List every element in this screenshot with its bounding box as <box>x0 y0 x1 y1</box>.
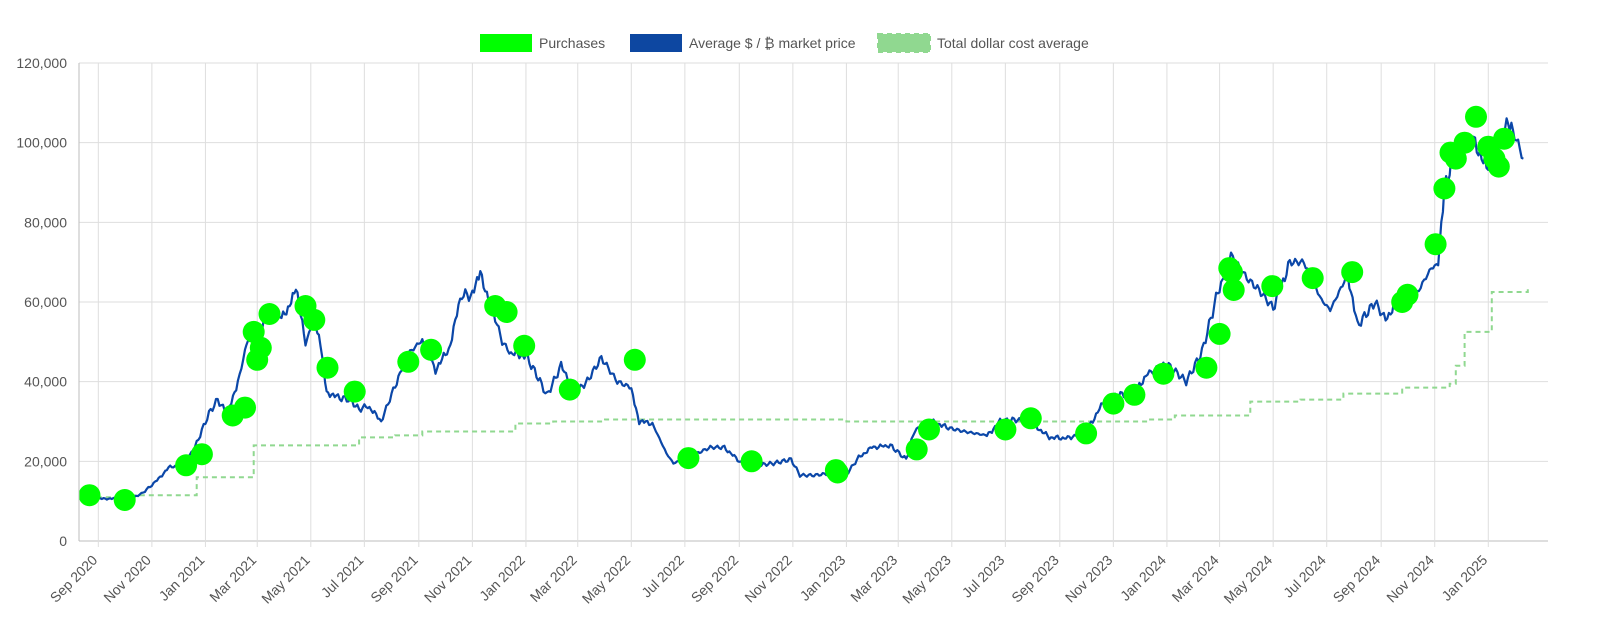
purchase-point[interactable] <box>175 454 198 477</box>
purchase-points <box>78 105 1516 511</box>
legend-swatch <box>877 33 931 53</box>
x-tick-label: May 2024 <box>1220 552 1275 607</box>
dca-line <box>87 288 1529 499</box>
x-tick-label: Jan 2025 <box>1438 552 1490 604</box>
purchase-point[interactable] <box>1396 283 1419 306</box>
y-tick-label: 40,000 <box>24 374 67 390</box>
x-tick-label: Mar 2021 <box>206 552 259 605</box>
purchase-point[interactable] <box>1301 267 1324 290</box>
purchase-point[interactable] <box>495 301 518 323</box>
x-tick-label: Mar 2022 <box>527 552 580 605</box>
purchase-point[interactable] <box>1075 422 1098 445</box>
purchase-point[interactable] <box>623 348 646 371</box>
x-tick-label: Sep 2022 <box>688 552 742 606</box>
purchase-point[interactable] <box>905 438 928 461</box>
purchase-point[interactable] <box>1019 407 1042 430</box>
purchase-point[interactable] <box>1261 275 1284 298</box>
purchase-point[interactable] <box>343 380 366 403</box>
purchase-point[interactable] <box>249 336 272 359</box>
purchase-point[interactable] <box>190 443 213 466</box>
x-tick-label: Nov 2020 <box>100 552 154 606</box>
purchase-point[interactable] <box>1424 233 1447 256</box>
x-tick-label: Nov 2024 <box>1383 552 1437 606</box>
y-tick-label: 80,000 <box>24 214 67 230</box>
x-tick-label: Jul 2021 <box>318 552 367 601</box>
x-tick-label: Jan 2022 <box>476 552 528 604</box>
x-tick-label: Mar 2024 <box>1169 552 1222 605</box>
legend-swatch <box>480 34 532 52</box>
purchase-point[interactable] <box>1102 392 1125 415</box>
purchase-point[interactable] <box>994 418 1017 441</box>
purchase-point[interactable] <box>113 489 136 511</box>
purchase-point[interactable] <box>234 396 256 419</box>
purchase-point[interactable] <box>826 461 849 484</box>
y-tick-label: 120,000 <box>16 55 67 71</box>
purchase-point[interactable] <box>1465 105 1487 128</box>
gridlines <box>79 62 1548 547</box>
x-tick-label: Jul 2023 <box>959 552 1008 601</box>
x-tick-label: Sep 2021 <box>367 552 421 606</box>
purchase-point[interactable] <box>1123 383 1146 406</box>
purchase-point[interactable] <box>740 450 763 473</box>
purchase-point[interactable] <box>1152 362 1175 385</box>
axes: 0 20,000 40,000 60,000 80,000 100,000 120,000 S… <box>16 55 1490 607</box>
x-tick-label: May 2021 <box>258 552 313 607</box>
purchase-point[interactable] <box>1487 155 1510 178</box>
legend-label: Average $ / ₿ market price <box>689 35 856 51</box>
purchase-point[interactable] <box>513 334 536 357</box>
x-tick-label: Nov 2023 <box>1062 552 1116 606</box>
legend-item[interactable]: Average $ / ₿ market price <box>630 34 856 52</box>
purchase-point[interactable] <box>1222 279 1245 301</box>
purchase-point[interactable] <box>1220 261 1243 284</box>
y-tick-label: 60,000 <box>24 294 67 310</box>
x-tick-label: Sep 2023 <box>1008 552 1062 606</box>
legend[interactable]: Purchases Average $ / ₿ market price Total… <box>480 33 1089 53</box>
legend-item[interactable]: Purchases <box>480 34 605 52</box>
y-tick-label: 0 <box>59 533 67 549</box>
x-tick-label: May 2022 <box>579 552 634 607</box>
purchase-point[interactable] <box>558 378 581 401</box>
x-tick-label: Mar 2023 <box>847 552 900 605</box>
x-tick-label: Jan 2024 <box>1117 552 1169 604</box>
legend-label: Total dollar cost average <box>937 35 1089 51</box>
purchase-point[interactable] <box>1453 131 1476 154</box>
purchase-point[interactable] <box>1341 261 1364 284</box>
purchase-point[interactable] <box>78 484 101 507</box>
legend-label: Purchases <box>539 35 605 51</box>
purchase-point[interactable] <box>1493 127 1516 150</box>
purchase-point[interactable] <box>316 356 339 379</box>
x-tick-label: Sep 2024 <box>1330 552 1384 606</box>
x-tick-label: Jul 2024 <box>1280 552 1329 601</box>
x-tick-label: Jan 2021 <box>156 552 208 604</box>
purchase-point[interactable] <box>420 338 443 361</box>
y-tick-label: 20,000 <box>24 453 67 469</box>
purchase-point[interactable] <box>397 350 420 373</box>
purchase-point[interactable] <box>918 418 940 441</box>
purchase-point[interactable] <box>1195 356 1218 379</box>
x-tick-label: Nov 2021 <box>421 552 475 606</box>
dca-series <box>87 288 1529 499</box>
purchase-point[interactable] <box>1208 322 1231 345</box>
x-tick-label: May 2023 <box>899 552 954 607</box>
legend-swatch <box>630 34 682 52</box>
purchase-point[interactable] <box>677 447 700 470</box>
x-tick-label: Jan 2023 <box>796 552 848 604</box>
x-tick-label: Sep 2020 <box>47 552 101 606</box>
legend-item[interactable]: Total dollar cost average <box>877 33 1089 53</box>
purchase-point[interactable] <box>303 308 326 331</box>
purchase-point[interactable] <box>258 303 281 325</box>
x-tick-label: Nov 2022 <box>741 552 795 606</box>
x-tick-label: Jul 2022 <box>638 552 687 601</box>
purchase-point[interactable] <box>1433 177 1456 200</box>
y-tick-label: 100,000 <box>16 135 67 151</box>
